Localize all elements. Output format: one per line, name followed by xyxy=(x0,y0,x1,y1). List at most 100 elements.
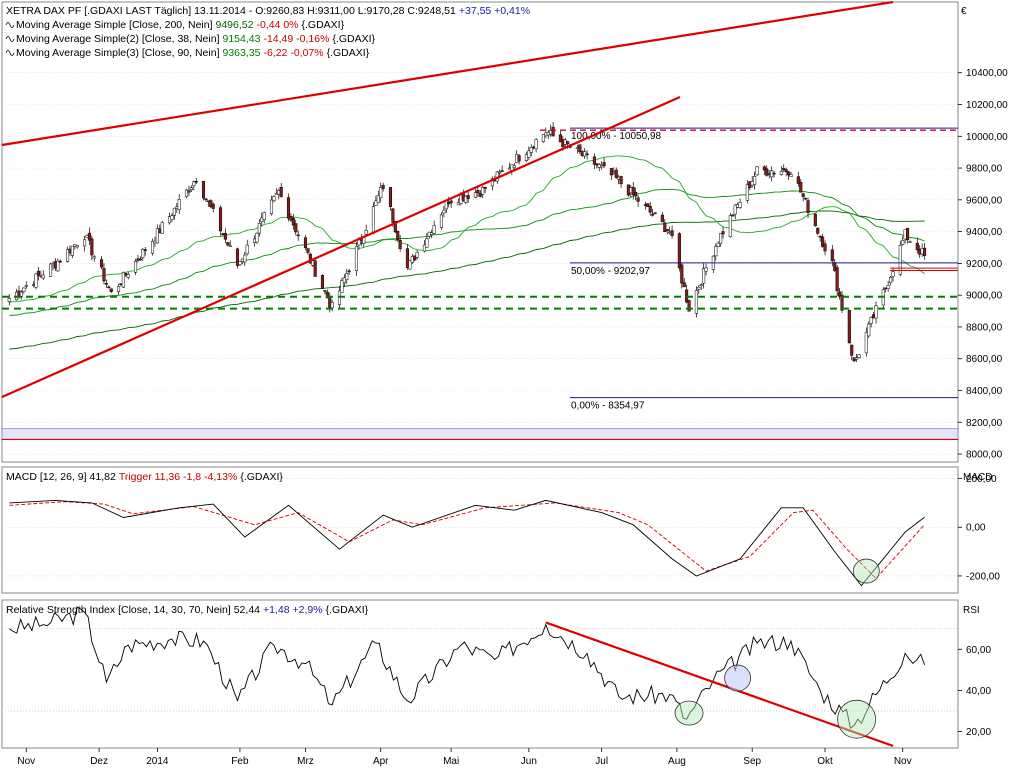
macd-y-axis: -200,00 0,00 200,00 xyxy=(958,474,1000,582)
candle-body xyxy=(600,165,604,168)
macd-pane-frame xyxy=(1,466,959,594)
candle-body xyxy=(551,126,555,137)
ma-legend-name: Moving Average Simple(3) [Close, 90, Nei… xyxy=(16,47,220,59)
currency-label: € xyxy=(961,6,967,17)
candle-body xyxy=(801,193,805,197)
rsi-y-axis: 20,00 40,00 60,00 xyxy=(958,645,991,738)
candle-body xyxy=(804,197,808,200)
ma-legend-tag: {.GDAXI} xyxy=(332,33,375,45)
candle-body xyxy=(439,214,443,228)
time-tick-label: Jul xyxy=(595,756,608,767)
upper-channel-line[interactable] xyxy=(1,0,894,147)
candle-body xyxy=(393,220,397,233)
time-axis[interactable]: Nov Dez 2014 Feb Mrz Apr Mai Jun Jul Aug Sep Okt Nov xyxy=(2,747,958,767)
candle-body xyxy=(226,242,230,246)
candle-body xyxy=(466,194,470,199)
macd-pane[interactable]: -200,00 0,00 200,00 MACD [12, 26, 9] 41,82 T… xyxy=(1,466,1000,594)
candle-body xyxy=(408,260,412,270)
macd-header-value: 41,82 xyxy=(90,471,116,483)
candle-body xyxy=(517,155,521,162)
candle-body xyxy=(354,246,359,272)
candle-body xyxy=(697,286,701,290)
rsi-header-value: 52,44 xyxy=(234,604,260,616)
candle-body xyxy=(121,272,125,288)
candle-body xyxy=(704,267,708,272)
time-tick-label: Nov xyxy=(17,756,35,767)
candle-body xyxy=(889,277,893,284)
candle-body xyxy=(857,354,861,358)
price-tick-label: 8400,00 xyxy=(966,386,1003,397)
candle-body xyxy=(762,166,766,171)
fib-level-label: 50,00% - 9202,97 xyxy=(571,266,650,277)
candle-body xyxy=(731,214,735,217)
ma-legend-value: 9363,35 xyxy=(223,47,261,59)
candle-body xyxy=(228,245,232,248)
macd-header-label: MACD [12, 26, 9] xyxy=(6,471,87,483)
rsi-tick-label: 20,00 xyxy=(966,727,991,738)
candle-body xyxy=(592,156,596,165)
rsi-line xyxy=(9,606,926,729)
candle-body xyxy=(279,187,283,197)
rsi-pane[interactable]: 20,00 40,00 60,00 Relative Strength Index … xyxy=(1,599,991,749)
ma-legend-value: 9154,43 xyxy=(223,33,261,45)
ma-legend-tag: {.GDAXI} xyxy=(302,19,345,31)
candle-body xyxy=(680,264,684,284)
candle-body xyxy=(371,206,376,234)
indicator-icon xyxy=(5,50,15,56)
candle-body xyxy=(340,280,344,293)
rising-trendline[interactable] xyxy=(1,95,681,399)
fibonacci-levels[interactable]: 100,00% - 10050,98 50,00% - 9202,97 0,00% … xyxy=(540,127,958,412)
rsi-highlight-circle[interactable] xyxy=(837,699,876,739)
ma-38-line xyxy=(9,155,925,303)
macd-trigger-line xyxy=(9,501,925,580)
price-y-axis: 8000,00 8200,00 8400,00 8600,00 8800,00 9000,… xyxy=(958,68,1008,461)
candle-body xyxy=(235,248,240,266)
candle-body xyxy=(558,134,562,143)
ma-legend-value: 9496,52 xyxy=(216,19,254,31)
rsi-lines xyxy=(9,606,926,747)
macd-highlight-circle[interactable] xyxy=(852,558,880,584)
candle-body xyxy=(432,225,436,234)
candle-body xyxy=(303,237,308,249)
candle-body xyxy=(702,268,706,284)
candle-body xyxy=(498,171,502,174)
candle-body xyxy=(323,290,327,292)
rsi-header: Relative Strength Index [Close, 14, 30, … xyxy=(6,604,369,616)
drawn-trendlines[interactable] xyxy=(1,0,958,399)
rsi-axis-title: RSI xyxy=(963,605,980,616)
candle-body xyxy=(7,298,11,302)
candle-body xyxy=(374,200,378,206)
candle-body xyxy=(381,185,385,189)
price-tick-label: 10200,00 xyxy=(966,100,1008,111)
candle-body xyxy=(923,247,927,256)
candle-body xyxy=(82,239,87,247)
candle-body xyxy=(133,261,138,273)
candle-body xyxy=(109,288,113,292)
rsi-header-change: +1,48 +2,9% xyxy=(263,604,323,616)
rsi-header-tag: {.GDAXI} xyxy=(326,604,369,616)
rsi-highlight-circle[interactable] xyxy=(724,664,752,692)
candle-body xyxy=(665,229,669,231)
macd-header-trigger: Trigger 11,36 -1,8 -4,13% xyxy=(119,471,237,483)
candle-body xyxy=(413,255,417,261)
candle-body xyxy=(379,187,383,199)
candle-body xyxy=(653,212,657,214)
rsi-downtrend-line[interactable] xyxy=(545,621,894,747)
candle-body xyxy=(116,286,121,292)
candle-body xyxy=(204,198,208,201)
rsi-highlight-circle[interactable] xyxy=(674,700,704,726)
candle-body xyxy=(850,344,854,356)
candle-body xyxy=(347,270,351,273)
candle-body xyxy=(614,169,618,178)
candle-body xyxy=(789,174,793,177)
time-tick-label: Okt xyxy=(817,756,833,767)
candle-body xyxy=(816,228,820,234)
candle-body xyxy=(187,190,191,193)
price-tick-label: 10400,00 xyxy=(966,68,1008,79)
price-pane[interactable]: 8000,00 8200,00 8400,00 8600,00 8800,00 9000,… xyxy=(1,0,1008,463)
price-tick-label: 9200,00 xyxy=(966,259,1003,270)
candle-body xyxy=(687,300,691,312)
indicator-icon xyxy=(5,36,15,42)
ma-200-line xyxy=(9,210,925,350)
